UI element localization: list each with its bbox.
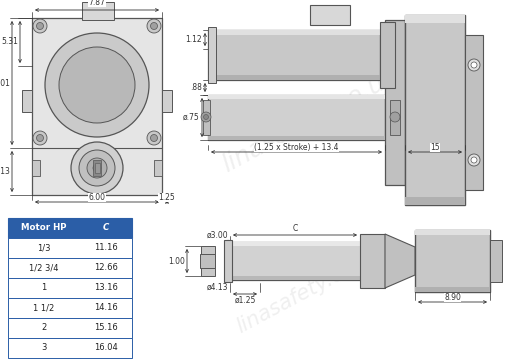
Text: 14.16: 14.16	[94, 303, 118, 313]
Text: 11.16: 11.16	[94, 244, 118, 253]
Text: 1.12: 1.12	[185, 35, 202, 44]
Bar	[203, 100, 210, 135]
Bar	[8, 278, 132, 298]
Bar	[8, 258, 132, 278]
Circle shape	[151, 23, 157, 29]
Circle shape	[93, 164, 101, 172]
Circle shape	[390, 112, 400, 122]
Text: 1 1/2: 1 1/2	[33, 303, 54, 313]
Bar	[201, 246, 215, 276]
Text: 16.04: 16.04	[94, 343, 118, 352]
Circle shape	[87, 158, 107, 178]
Circle shape	[147, 19, 161, 33]
Circle shape	[71, 142, 123, 194]
Bar	[208, 30, 380, 80]
Text: ø1.25: ø1.25	[234, 296, 256, 305]
Circle shape	[33, 19, 47, 33]
Circle shape	[151, 135, 157, 142]
Text: 15: 15	[430, 143, 440, 152]
Text: ø.75: ø.75	[183, 113, 200, 122]
Bar	[162, 90, 172, 112]
Circle shape	[471, 62, 477, 68]
Bar	[380, 22, 395, 88]
Text: C: C	[103, 224, 109, 232]
Text: 1/2 3/4: 1/2 3/4	[29, 264, 59, 273]
Bar	[32, 160, 40, 176]
Text: 7.87: 7.87	[89, 0, 105, 7]
Bar	[154, 160, 162, 176]
Text: 12.66: 12.66	[94, 264, 118, 273]
Bar	[415, 287, 490, 292]
Text: 7.01: 7.01	[0, 78, 10, 87]
Bar	[390, 100, 400, 135]
Text: 3: 3	[42, 343, 47, 352]
Bar	[208, 27, 216, 83]
Bar	[415, 230, 490, 235]
Circle shape	[471, 157, 477, 163]
Bar	[405, 15, 465, 23]
Text: ø4.13: ø4.13	[207, 283, 228, 292]
Text: .88: .88	[190, 83, 202, 92]
Bar	[93, 160, 101, 176]
Circle shape	[201, 112, 211, 122]
Text: 1/3: 1/3	[37, 244, 51, 253]
Bar	[465, 35, 483, 190]
Text: Motor HP: Motor HP	[21, 224, 67, 232]
Bar	[8, 318, 132, 338]
Text: 15.16: 15.16	[94, 323, 118, 333]
Bar	[208, 95, 385, 99]
Text: 2: 2	[42, 323, 47, 333]
Bar	[8, 218, 132, 238]
Circle shape	[468, 59, 480, 71]
Bar	[208, 95, 385, 140]
Polygon shape	[385, 234, 415, 288]
Bar	[360, 234, 385, 288]
Bar	[22, 90, 32, 112]
Circle shape	[79, 150, 115, 186]
Text: 1: 1	[42, 284, 47, 293]
Circle shape	[468, 154, 480, 166]
Circle shape	[33, 131, 47, 145]
Bar	[405, 197, 465, 205]
Bar	[8, 298, 132, 318]
Text: 1.00: 1.00	[168, 257, 185, 265]
Bar	[230, 242, 380, 280]
Bar	[490, 240, 502, 282]
Bar	[415, 230, 490, 292]
Bar	[208, 75, 380, 80]
Bar	[230, 276, 380, 280]
Text: ø3.00: ø3.00	[207, 231, 228, 240]
Text: 8.90: 8.90	[444, 293, 461, 302]
Text: 13.16: 13.16	[94, 284, 118, 293]
Bar	[230, 242, 380, 246]
Text: 1.25: 1.25	[159, 193, 175, 202]
Bar	[224, 240, 232, 282]
Bar	[208, 136, 385, 140]
Circle shape	[36, 23, 44, 29]
Text: linasafety.co.uk: linasafety.co.uk	[233, 243, 387, 337]
Text: 4.13: 4.13	[0, 167, 10, 176]
Circle shape	[36, 135, 44, 142]
Text: C: C	[292, 224, 297, 233]
Bar	[8, 338, 132, 358]
Text: 6.00: 6.00	[89, 193, 105, 202]
Circle shape	[45, 33, 149, 137]
Circle shape	[147, 131, 161, 145]
Bar	[200, 254, 215, 268]
Text: (1.25 x Stroke) + 13.4: (1.25 x Stroke) + 13.4	[254, 143, 339, 152]
Bar	[310, 5, 350, 25]
Bar	[385, 20, 405, 185]
Bar	[32, 18, 162, 195]
Text: linasafety.co.uk: linasafety.co.uk	[218, 64, 402, 176]
Circle shape	[59, 47, 135, 123]
Bar	[82, 2, 114, 20]
Text: 5.31: 5.31	[1, 37, 18, 46]
Bar	[405, 15, 465, 205]
Bar	[94, 163, 100, 173]
Bar	[208, 30, 380, 35]
Circle shape	[203, 114, 209, 119]
Bar	[8, 238, 132, 258]
